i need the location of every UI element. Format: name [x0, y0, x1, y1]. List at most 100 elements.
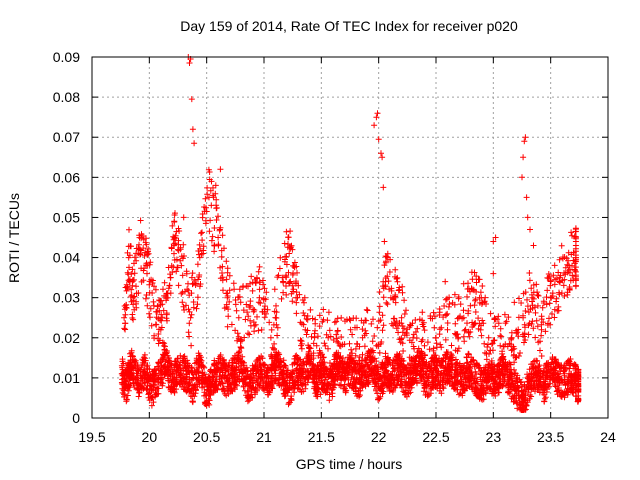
data-point-baseline — [241, 387, 248, 394]
data-point-baseline — [529, 361, 536, 367]
data-point-baseline — [297, 356, 304, 363]
data-point-upper — [338, 314, 345, 321]
data-point-baseline — [192, 386, 199, 393]
data-point-upper — [126, 226, 132, 233]
data-point-baseline — [473, 360, 480, 367]
data-point-baseline — [157, 367, 164, 374]
data-point-baseline — [439, 357, 446, 364]
data-point-upper — [293, 299, 300, 306]
data-point-baseline — [446, 360, 453, 367]
data-point-upper — [287, 228, 294, 235]
data-point-upper — [137, 217, 144, 224]
data-point-baseline — [535, 363, 542, 370]
data-point-baseline — [489, 361, 496, 368]
data-point-baseline — [186, 387, 193, 394]
data-point-upper — [349, 331, 356, 338]
data-point-baseline — [397, 360, 404, 367]
data-point-baseline — [535, 386, 542, 393]
data-point-upper — [189, 270, 196, 277]
data-point-baseline — [542, 369, 549, 376]
data-point-baseline — [272, 375, 279, 382]
data-point-upper — [444, 320, 451, 326]
data-point-baseline — [293, 373, 300, 380]
data-point-baseline — [297, 368, 304, 375]
data-point-baseline — [211, 383, 218, 390]
data-point-baseline — [190, 375, 197, 382]
data-point-baseline — [358, 371, 365, 378]
data-point-baseline — [389, 360, 396, 367]
data-point-baseline — [434, 380, 441, 387]
data-point-baseline — [510, 398, 517, 405]
data-point-baseline — [301, 362, 308, 368]
data-point-baseline — [479, 376, 486, 383]
data-point-upper — [254, 313, 260, 320]
data-point-baseline — [219, 369, 226, 376]
data-point-baseline — [290, 383, 297, 390]
data-point-upper — [438, 344, 445, 351]
data-point-upper — [526, 277, 533, 284]
data-point-upper — [392, 266, 399, 273]
data-point-baseline — [439, 362, 446, 369]
data-point-upper — [160, 286, 166, 293]
data-point-baseline — [186, 362, 193, 369]
data-point-baseline — [165, 384, 172, 390]
data-point-upper — [293, 310, 300, 317]
data-point-baseline — [149, 394, 156, 401]
data-point-baseline — [542, 394, 549, 401]
data-point-baseline — [517, 379, 524, 386]
data-point-upper — [251, 328, 258, 335]
data-point-baseline — [466, 367, 473, 374]
data-point-baseline — [119, 356, 126, 363]
data-point-upper — [142, 295, 149, 302]
data-point-upper — [175, 282, 182, 289]
data-point-peaks — [530, 242, 537, 249]
data-point-baseline — [245, 394, 252, 401]
x-tick-label: 21 — [256, 429, 272, 445]
data-point-baseline — [453, 386, 459, 393]
data-point-baseline — [205, 387, 212, 394]
data-point-baseline — [486, 384, 493, 391]
data-point-baseline — [513, 378, 520, 384]
data-point-upper — [466, 333, 473, 340]
data-point-upper — [376, 303, 383, 310]
data-point-upper — [526, 270, 533, 276]
data-point-upper — [414, 325, 421, 332]
data-point-baseline — [220, 358, 227, 364]
data-point-baseline — [521, 388, 527, 395]
y-axis-label: ROTI / TECUs — [6, 193, 22, 283]
data-point-upper — [152, 321, 159, 328]
data-point-upper — [376, 309, 383, 316]
data-point-upper — [384, 301, 391, 308]
x-tick-label: 20.5 — [193, 429, 220, 445]
data-point-baseline — [507, 383, 514, 390]
data-point-baseline — [206, 397, 213, 404]
data-point-upper — [464, 293, 470, 300]
data-point-baseline — [329, 393, 336, 400]
data-point-baseline — [373, 387, 379, 394]
data-point-baseline — [241, 376, 248, 383]
data-point-baseline — [551, 378, 558, 385]
data-point-baseline — [494, 362, 501, 369]
x-tick-label: 23 — [486, 429, 502, 445]
data-point-baseline — [400, 357, 407, 364]
data-point-baseline — [276, 376, 283, 383]
data-point-upper — [245, 330, 251, 337]
data-point-upper — [121, 314, 128, 321]
data-point-baseline — [198, 363, 205, 370]
data-point-baseline — [189, 399, 196, 406]
data-point-upper — [532, 334, 539, 341]
data-point-baseline — [370, 377, 377, 384]
data-point-baseline — [193, 355, 200, 362]
data-point-baseline — [465, 363, 472, 370]
data-point-upper — [199, 229, 205, 236]
data-point-baseline — [142, 379, 149, 386]
data-point-baseline — [130, 365, 137, 372]
data-point-baseline — [464, 359, 471, 366]
data-point-baseline — [138, 372, 144, 379]
data-point-baseline — [232, 355, 239, 362]
data-point-upper — [193, 305, 200, 312]
data-point-upper — [326, 327, 333, 334]
data-point-baseline — [473, 386, 480, 393]
data-point-baseline — [144, 374, 151, 381]
data-point-upper — [180, 241, 187, 248]
